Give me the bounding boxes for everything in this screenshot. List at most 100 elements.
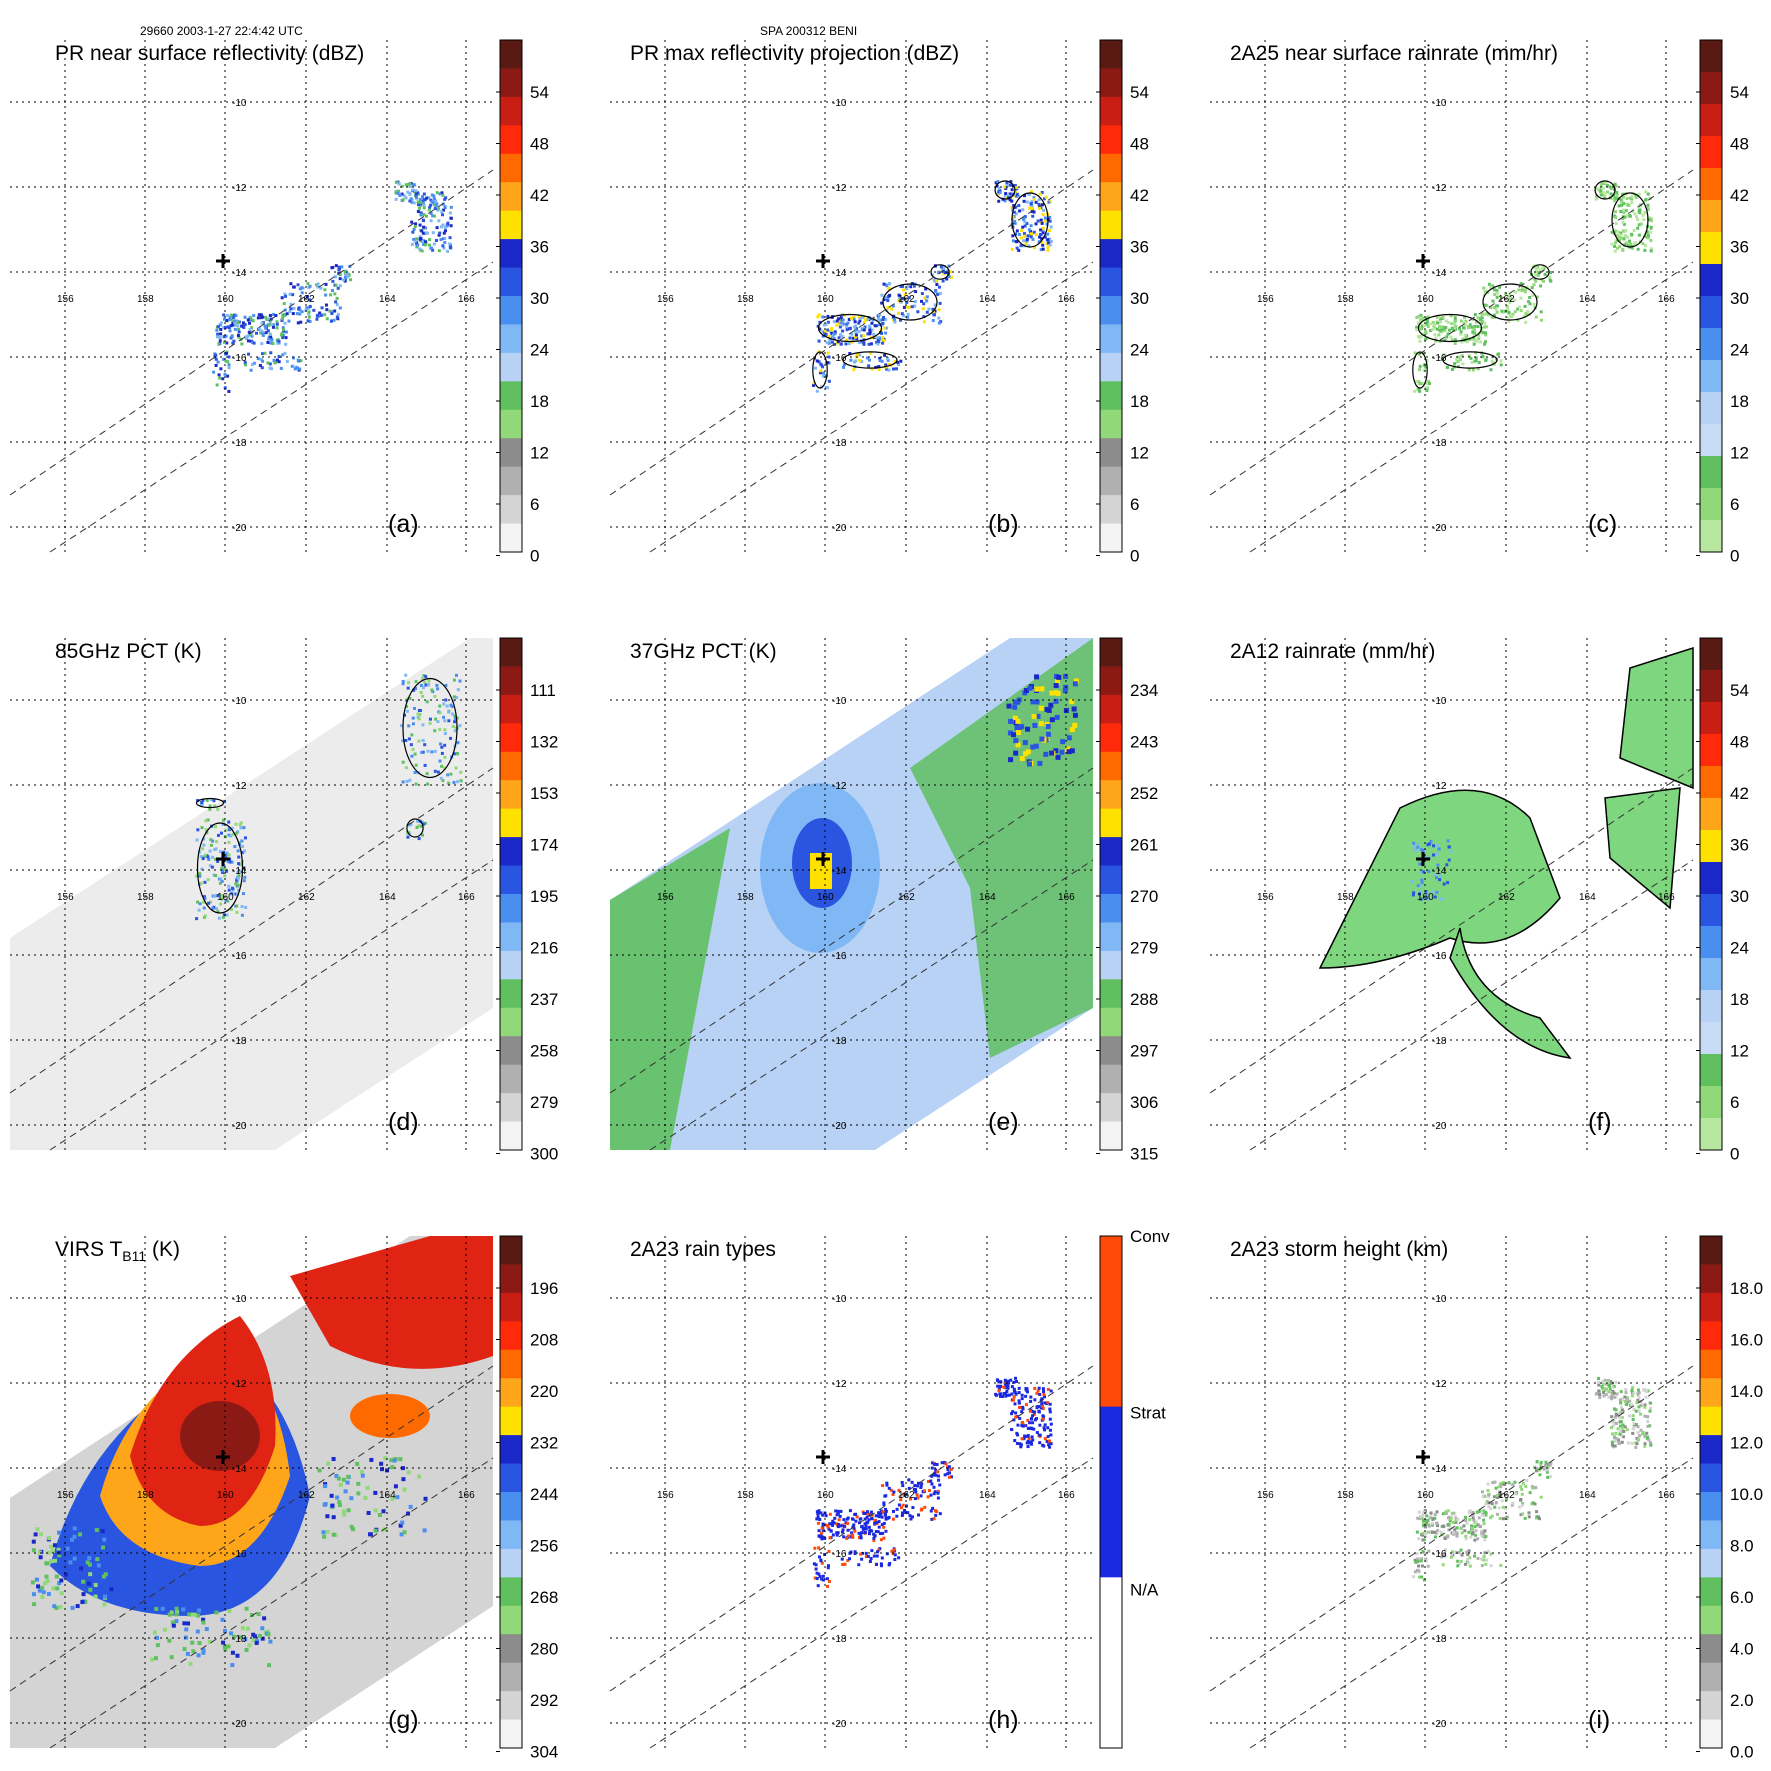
- contour: [196, 822, 244, 914]
- rain-pixel: [307, 306, 311, 310]
- rain-pixel: [328, 309, 332, 313]
- rain-pixel: [439, 776, 443, 780]
- rain-pixel: [862, 342, 866, 346]
- rain-pixel: [421, 694, 425, 698]
- rain-pixel: [1048, 1410, 1052, 1414]
- rain-pixel: [830, 340, 834, 344]
- rain-pixel: [1421, 332, 1425, 336]
- rain-pixel: [243, 1637, 248, 1642]
- rain-pixel: [438, 231, 442, 235]
- rain-pixel: [931, 307, 935, 311]
- rain-pixel: [1476, 367, 1480, 371]
- rain-pixel: [1500, 309, 1504, 313]
- rain-pixel: [420, 229, 424, 233]
- rain-pixel: [1624, 1403, 1628, 1407]
- rain-pixel: [232, 339, 236, 343]
- rain-pixel: [411, 716, 415, 720]
- rain-pixel: [225, 913, 229, 917]
- rain-pixel: [1424, 1559, 1428, 1563]
- colorbar-segment: [500, 1605, 522, 1635]
- rain-pixel: [906, 1511, 910, 1515]
- rain-pixel: [832, 337, 836, 341]
- colorbar-segment: [1100, 466, 1122, 496]
- colorbar-frame: [1699, 39, 1723, 553]
- rain-pixel: [423, 743, 427, 747]
- colorbar-label: 30: [1730, 289, 1749, 308]
- rain-pixel: [260, 329, 264, 333]
- rain-pixel: [832, 1521, 836, 1525]
- rain-pixel: [1469, 1535, 1473, 1539]
- rain-pixel: [250, 340, 254, 344]
- rain-pixel: [49, 1559, 54, 1564]
- rain-pixel: [239, 821, 243, 825]
- rain-pixel: [868, 1513, 872, 1517]
- rain-pixel: [429, 203, 433, 207]
- rain-pixel: [216, 332, 220, 336]
- rain-pixel: [1049, 1442, 1053, 1446]
- rain-pixel: [821, 374, 825, 378]
- rain-pixel: [342, 1512, 347, 1517]
- rain-pixel: [452, 752, 456, 756]
- rain-pixel: [243, 315, 247, 319]
- rain-pixel: [1644, 1389, 1648, 1393]
- rain-pixel: [1046, 248, 1050, 252]
- rain-pixel: [1043, 1428, 1047, 1432]
- rain-pixel: [227, 326, 231, 330]
- lon-label: 160: [217, 294, 234, 305]
- rain-pixel: [420, 240, 424, 244]
- lat-label: -10: [1432, 696, 1447, 707]
- rain-pixel: [1042, 1426, 1046, 1430]
- rain-pixel: [1511, 313, 1515, 317]
- rain-pixel: [404, 739, 408, 743]
- rain-pixel: [1454, 324, 1458, 328]
- rain-pixel: [45, 1578, 50, 1583]
- rain-pixel: [1048, 243, 1052, 247]
- rain-pixel: [935, 1510, 939, 1514]
- rain-pixel: [1539, 284, 1543, 288]
- rain-pixel: [839, 1509, 843, 1513]
- colorbar-segment: [1100, 239, 1122, 269]
- rain-pixel: [1619, 1401, 1623, 1405]
- rain-pixel: [1055, 754, 1061, 760]
- rain-pixel: [1037, 202, 1041, 206]
- rain-pixel: [244, 836, 248, 840]
- colorbar-segment: [500, 1548, 522, 1578]
- colorbar-segment: [1700, 296, 1722, 329]
- rain-pixel: [1040, 237, 1044, 241]
- colorbar-label: 174: [530, 836, 558, 855]
- rain-pixel: [418, 708, 422, 712]
- rain-pixel: [1531, 1501, 1535, 1505]
- rain-pixel: [268, 1639, 273, 1644]
- rain-pixel: [1007, 1393, 1011, 1397]
- colorbar-segment: [1100, 267, 1122, 297]
- rain-pixel: [250, 326, 254, 330]
- rain-pixel: [1019, 724, 1025, 730]
- rain-pixel: [441, 779, 445, 783]
- rain-pixel: [235, 831, 239, 835]
- colorbar-label: 16.0: [1730, 1331, 1763, 1350]
- lat-label: -18: [1432, 1634, 1447, 1645]
- rain-pixel: [1033, 1410, 1037, 1414]
- rain-pixel: [1637, 233, 1641, 237]
- rain-pixel: [394, 197, 398, 201]
- rain-pixel: [1048, 229, 1052, 233]
- rain-pixel: [900, 1513, 904, 1517]
- rain-pixel: [927, 307, 931, 311]
- rain-pixel: [422, 192, 426, 196]
- rain-pixel: [1424, 331, 1428, 335]
- rain-pixel: [270, 322, 274, 326]
- rain-pixel: [280, 317, 284, 321]
- rain-pixel: [1481, 1514, 1485, 1518]
- rain-pixel: [1462, 326, 1466, 330]
- rain-pixel: [305, 295, 309, 299]
- rain-pixel: [1013, 232, 1017, 236]
- rain-pixel: [233, 321, 237, 325]
- lon-label: 156: [57, 294, 74, 305]
- rain-pixel: [1499, 359, 1503, 363]
- rain-pixel: [242, 892, 246, 896]
- colorbar-label: 48: [1130, 135, 1149, 154]
- rain-pixel: [240, 1626, 245, 1631]
- rain-pixel: [229, 834, 233, 838]
- contour: [930, 264, 950, 280]
- rain-pixel: [1025, 1387, 1029, 1391]
